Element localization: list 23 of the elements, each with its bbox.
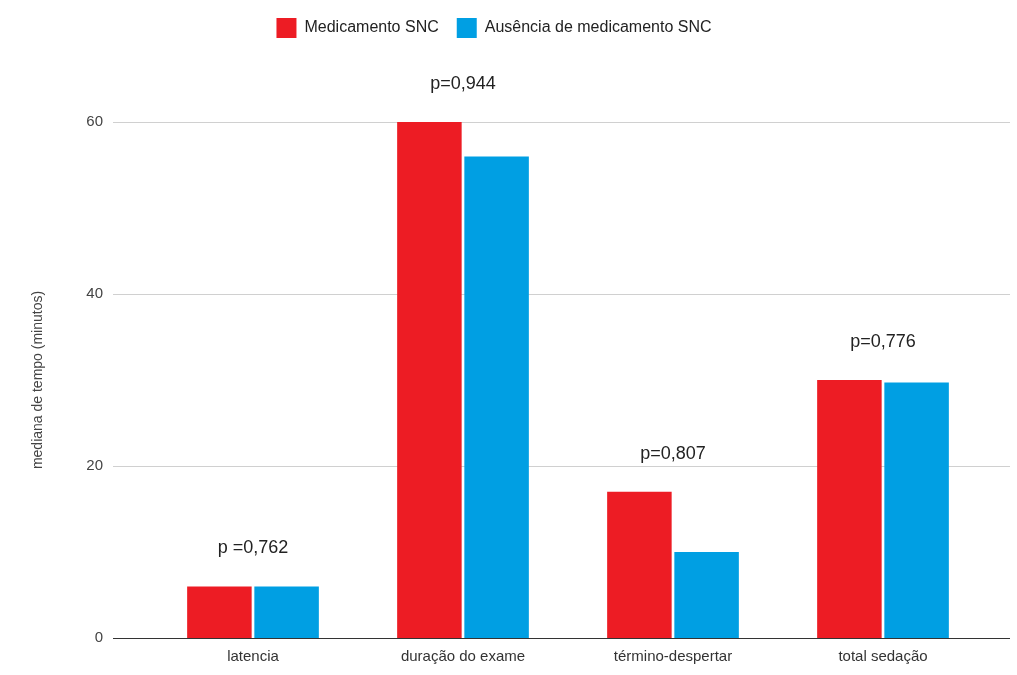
y-tick-label: 60	[86, 112, 103, 130]
x-tick-label: total sedação	[838, 647, 928, 665]
bar	[464, 156, 529, 638]
bar	[254, 586, 319, 638]
y-tick-label: 20	[86, 456, 103, 474]
legend-label: Medicamento SNC	[304, 18, 439, 36]
annotation: p=0,776	[850, 330, 916, 351]
x-tick-label: término-despertar	[613, 647, 733, 665]
x-tick-label: latencia	[227, 647, 280, 665]
y-tick-label: 40	[86, 284, 103, 302]
legend-label: Ausência de medicamento SNC	[484, 18, 712, 36]
y-axis-title: mediana de tempo (minutos)	[29, 290, 46, 470]
annotation: p=0,944	[430, 72, 496, 93]
annotation: p=0,807	[640, 442, 706, 463]
x-tick-label: duração do exame	[400, 647, 526, 665]
bar	[187, 586, 252, 638]
bar	[397, 122, 462, 638]
bar	[884, 382, 949, 638]
bar	[674, 552, 739, 638]
y-tick-label: 0	[94, 628, 103, 646]
bar	[817, 380, 882, 638]
bar	[607, 491, 672, 638]
annotation: p =0,762	[217, 537, 289, 558]
